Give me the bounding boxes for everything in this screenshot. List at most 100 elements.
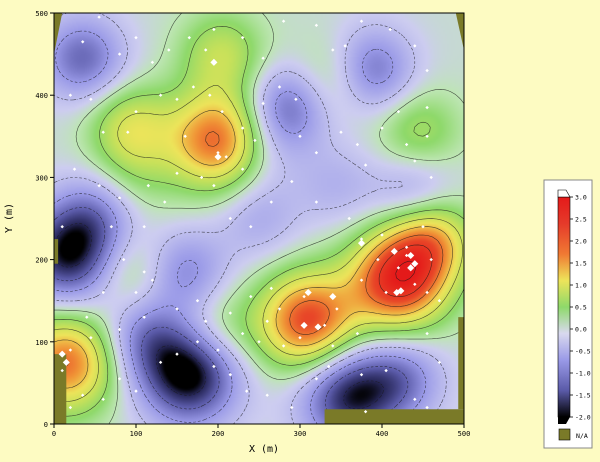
legend-tick-label: 1.5 — [575, 260, 587, 268]
sample-point-large — [210, 58, 218, 66]
sample-point — [240, 126, 245, 130]
sample-point — [142, 225, 146, 229]
sample-point — [68, 405, 73, 410]
y-tick-label: 400 — [35, 92, 48, 100]
sample-point-large — [214, 153, 222, 161]
y-tick-label: 100 — [35, 339, 48, 347]
x-axis-label: X (m) — [249, 444, 279, 455]
sample-point — [187, 35, 191, 40]
contour-line — [54, 30, 427, 424]
sample-point — [294, 97, 298, 102]
contour-line — [395, 260, 416, 282]
y-tick-label: 200 — [35, 257, 48, 265]
sample-point — [134, 290, 138, 295]
contour-line — [54, 13, 447, 424]
sample-point-large — [407, 264, 415, 272]
sample-point — [175, 307, 179, 311]
sample-point — [117, 52, 122, 56]
x-tick-label: 0 — [52, 430, 56, 438]
sample-point — [101, 130, 105, 134]
sample-point — [85, 315, 89, 319]
sample-point — [212, 27, 216, 32]
sample-point — [68, 93, 73, 97]
sample-point — [158, 360, 163, 365]
sample-point — [60, 225, 64, 229]
sample-point — [142, 315, 146, 319]
sample-point — [150, 278, 155, 282]
y-axis: 0 100 200 300 400 500 — [35, 10, 54, 429]
y-tick-label: 300 — [35, 174, 48, 182]
legend-tick-label: -0.5 — [575, 348, 591, 356]
sample-point — [269, 200, 273, 204]
x-tick-label: 100 — [130, 430, 143, 438]
sample-point — [204, 48, 208, 52]
sample-point — [253, 138, 257, 143]
sample-point — [413, 159, 417, 163]
sample-point — [314, 151, 319, 155]
sample-point-large — [62, 358, 70, 366]
sample-point — [134, 109, 138, 114]
sample-point — [167, 48, 171, 52]
sample-point — [183, 134, 187, 138]
legend-tick-label: 0.0 — [575, 326, 587, 334]
sample-point — [355, 142, 360, 147]
sample-point — [146, 183, 150, 188]
sample-point — [68, 348, 73, 352]
sample-point-large — [397, 287, 405, 295]
sample-point — [101, 397, 105, 402]
na-region — [455, 13, 464, 50]
sample-point — [380, 126, 384, 130]
sample-point — [134, 35, 138, 40]
plot-frame — [53, 12, 465, 425]
sample-point — [249, 225, 253, 229]
sample-point — [343, 44, 347, 48]
na-region — [324, 409, 464, 424]
sample-point — [396, 109, 401, 114]
sample-point — [109, 225, 114, 229]
y-axis-label: Y (m) — [4, 203, 15, 233]
sample-point — [290, 179, 294, 184]
legend-tick-label: -1.0 — [575, 370, 591, 378]
legend-tick-label: -2.0 — [575, 414, 591, 422]
sample-points — [58, 15, 442, 414]
sample-point — [60, 368, 64, 373]
na-region — [54, 354, 67, 424]
sample-point — [261, 56, 265, 60]
sample-point — [245, 389, 249, 393]
contour-lines — [54, 13, 464, 424]
sample-point — [158, 93, 163, 97]
legend-tick-label: 0.5 — [575, 304, 587, 312]
contour-line — [54, 13, 464, 424]
sample-point — [228, 216, 232, 221]
sample-point — [142, 270, 146, 274]
legend-na-label: N/A — [576, 432, 588, 440]
sample-point-large — [390, 247, 398, 255]
legend-tick-label: 3.0 — [575, 194, 587, 202]
sample-point — [216, 348, 220, 352]
sample-point — [72, 167, 77, 171]
sample-point — [220, 109, 224, 114]
sample-point — [89, 97, 93, 102]
sample-point — [175, 352, 179, 356]
sample-point — [195, 340, 200, 344]
legend-tick-label: 2.5 — [575, 216, 587, 224]
sample-point — [331, 48, 335, 52]
na-region — [458, 317, 464, 410]
sample-point — [249, 294, 253, 299]
color-legend: 3.0 2.5 2.0 1.5 1.0 0.5 0.0 -0.5 -1.0 -1.5 -2.0 N/… — [543, 179, 593, 449]
na-region — [54, 13, 63, 55]
sample-point-large — [411, 260, 419, 268]
sample-point-large — [357, 239, 366, 247]
sample-point — [212, 183, 216, 188]
legend-na-swatch — [558, 428, 571, 441]
sample-point-large — [314, 323, 322, 331]
sample-point-large — [304, 288, 312, 297]
sample-point-large — [300, 321, 308, 329]
sample-point — [175, 97, 179, 102]
x-tick-label: 500 — [458, 430, 471, 438]
sample-point — [134, 389, 138, 393]
sample-point — [314, 200, 319, 204]
sample-point — [204, 319, 208, 323]
contour-line — [54, 223, 384, 410]
